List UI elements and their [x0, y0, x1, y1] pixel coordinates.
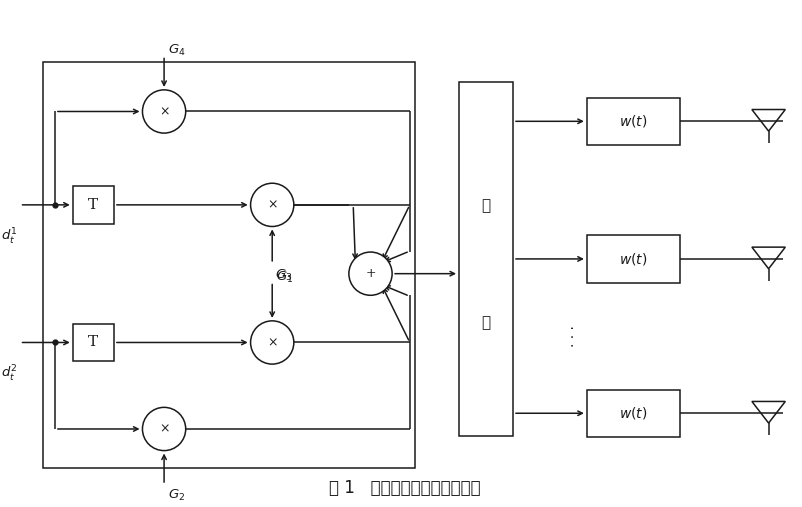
Text: ×: ×: [267, 336, 277, 349]
Circle shape: [143, 90, 186, 133]
Circle shape: [143, 407, 186, 451]
Circle shape: [250, 321, 294, 364]
Text: T: T: [88, 198, 99, 212]
Bar: [587, 98, 680, 145]
Circle shape: [250, 183, 294, 227]
Text: $G_3$: $G_3$: [275, 268, 293, 283]
Bar: [587, 390, 680, 437]
Bar: [459, 82, 513, 436]
Text: +: +: [365, 267, 376, 280]
Text: $G_2$: $G_2$: [168, 488, 185, 503]
Text: $w(t)$: $w(t)$: [619, 113, 648, 129]
Text: $w(t)$: $w(t)$: [619, 251, 648, 267]
Text: 调: 调: [481, 198, 491, 213]
Text: $G_1$: $G_1$: [276, 270, 294, 285]
Text: $d_t^1$: $d_t^1$: [2, 227, 18, 246]
Text: 图 1   超宽带空时网格码编码器: 图 1 超宽带空时网格码编码器: [329, 479, 480, 497]
Bar: [43, 62, 415, 468]
Text: $G_4$: $G_4$: [168, 43, 185, 58]
Text: ×: ×: [159, 422, 169, 436]
Bar: [587, 235, 680, 282]
Bar: [73, 186, 114, 224]
Text: 制: 制: [481, 315, 491, 330]
Text: ×: ×: [159, 105, 169, 118]
Circle shape: [349, 252, 392, 295]
Text: $d_t^2$: $d_t^2$: [2, 364, 18, 384]
Text: $w(t)$: $w(t)$: [619, 405, 648, 421]
Text: ×: ×: [267, 198, 277, 211]
Text: · · ·: · · ·: [568, 325, 581, 347]
Bar: [73, 324, 114, 361]
Text: T: T: [88, 336, 99, 349]
